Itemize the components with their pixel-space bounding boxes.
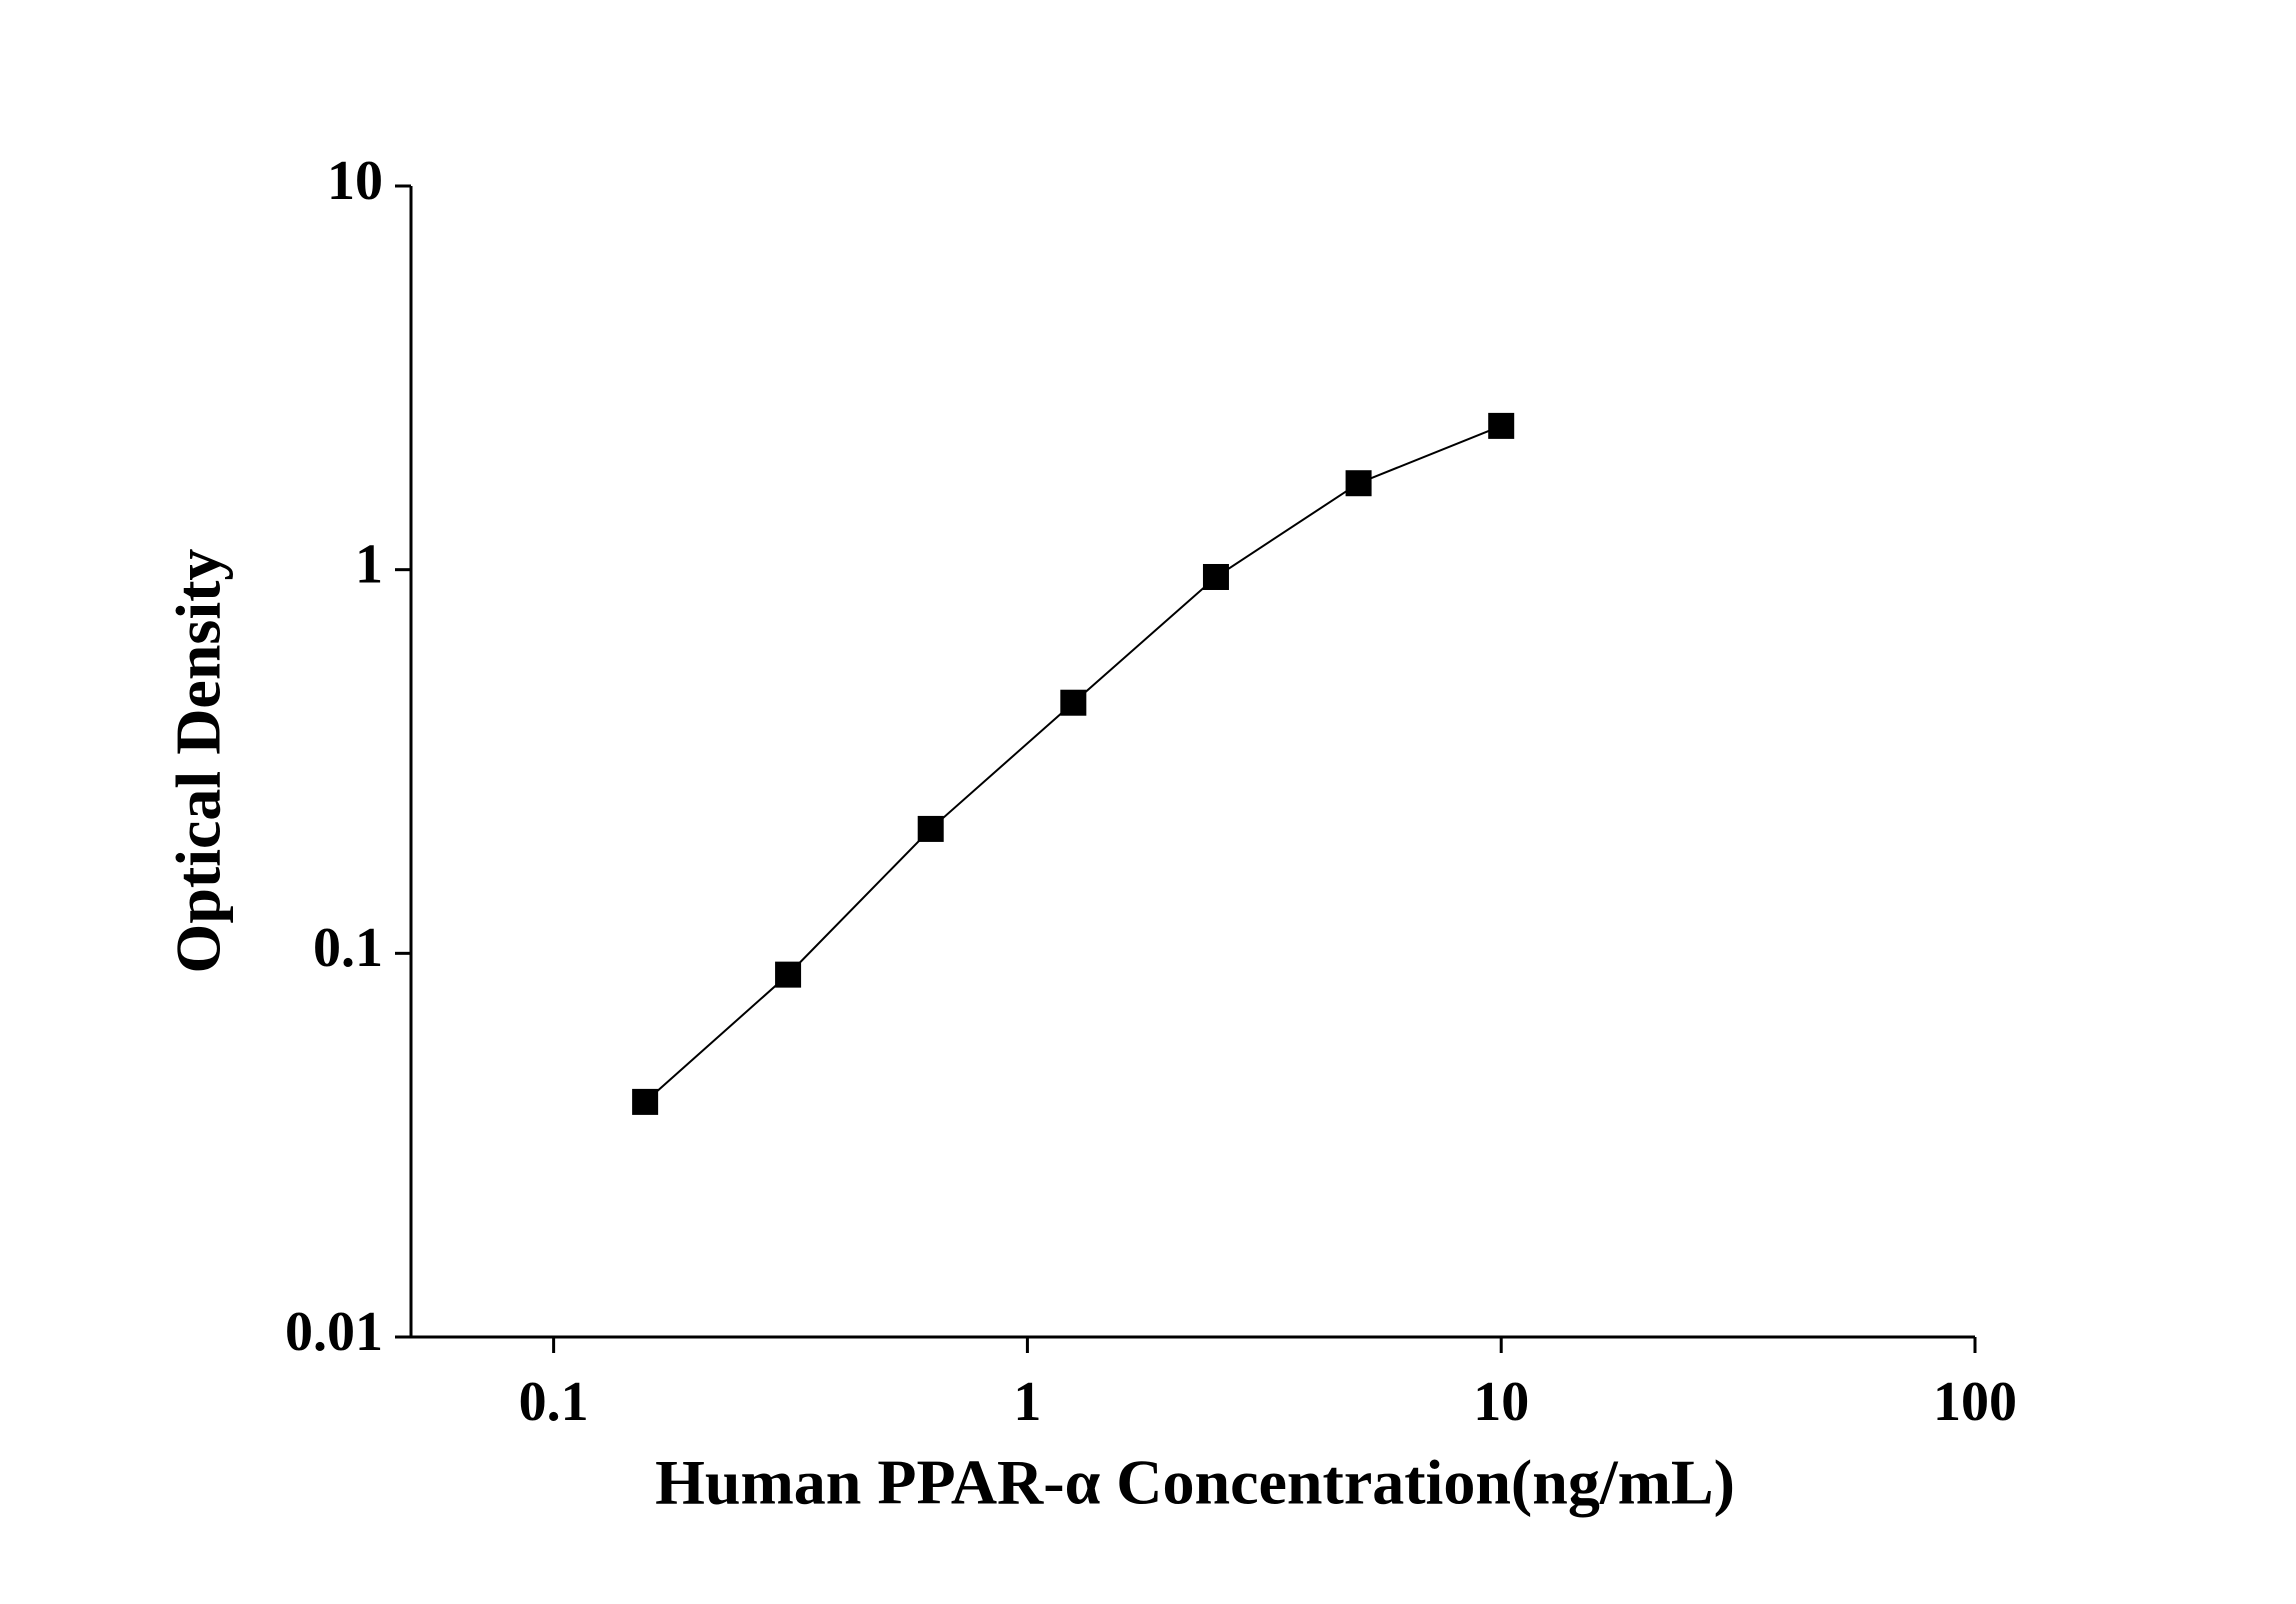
x-tick-label: 0.1	[519, 1371, 589, 1433]
data-point	[1060, 689, 1087, 716]
data-point	[632, 1088, 659, 1115]
data-point	[917, 815, 944, 842]
x-tick-label: 10	[1473, 1371, 1529, 1433]
data-point	[775, 961, 802, 988]
x-tick-label: 100	[1933, 1371, 2017, 1433]
data-point	[1202, 563, 1229, 590]
y-axis-title: Optical Density	[163, 549, 234, 974]
y-tick-label: 0.1	[313, 917, 383, 979]
data-point	[1345, 470, 1372, 497]
data-point	[1488, 412, 1515, 439]
x-tick-label: 1	[1013, 1371, 1041, 1433]
series-line	[644, 424, 1502, 1103]
y-tick-label: 1	[355, 534, 383, 596]
y-tick-label: 10	[327, 150, 383, 212]
y-tick-label: 0.01	[285, 1301, 383, 1363]
x-axis-title: Human PPAR-α Concentration(ng/mL)	[655, 1447, 1735, 1518]
